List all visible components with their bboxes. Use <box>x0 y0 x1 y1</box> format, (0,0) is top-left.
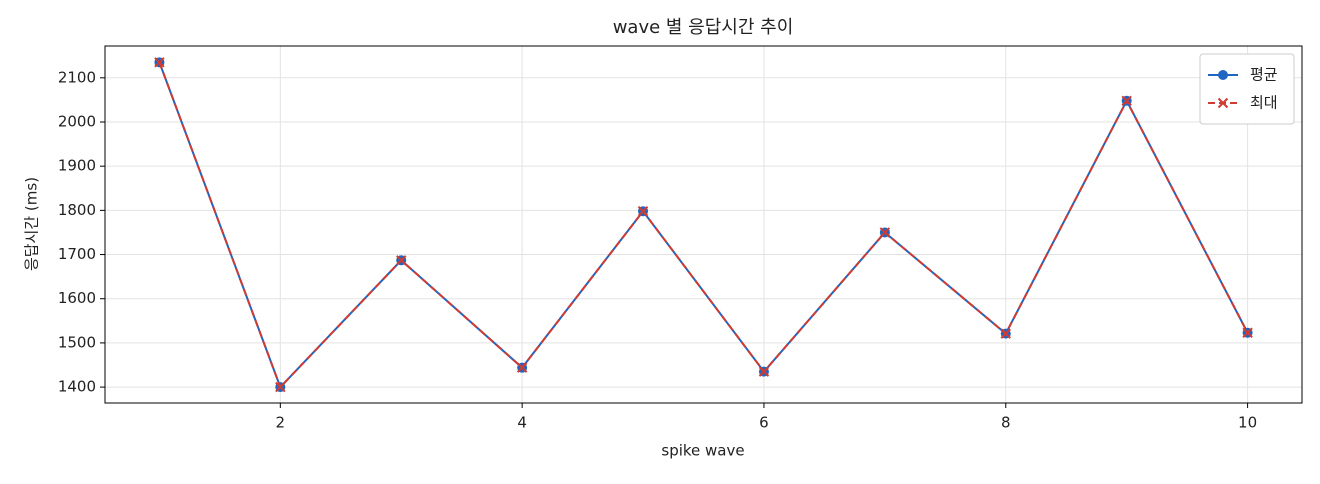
y-tick-label: 1400 <box>58 378 96 396</box>
marker <box>396 255 407 266</box>
marker <box>275 381 286 393</box>
y-tick-label: 1500 <box>58 333 96 351</box>
x-tick-label: 4 <box>517 414 527 432</box>
y-tick-label: 1900 <box>58 157 96 175</box>
legend-box <box>1199 53 1295 125</box>
y-tick-label: 1800 <box>58 201 96 219</box>
y-tick-label: 1700 <box>58 245 96 263</box>
marker <box>758 366 770 377</box>
marker <box>879 227 891 238</box>
marker <box>1242 327 1253 338</box>
x-tick-label: 6 <box>759 414 769 432</box>
y-tick-label: 2100 <box>58 68 96 86</box>
x-tick-label: 10 <box>1238 414 1257 432</box>
x-tick-label: 2 <box>276 414 286 432</box>
x-axis-label: spike wave <box>661 442 744 460</box>
legend-marker <box>1217 97 1229 109</box>
legend-label: 최대 <box>1250 94 1278 112</box>
marker <box>637 206 649 217</box>
chart-title: wave 별 응답시간 추이 <box>613 17 794 38</box>
x-tick-label: 8 <box>1001 414 1011 432</box>
plot-frame <box>104 45 1303 404</box>
marker <box>1121 95 1132 106</box>
y-tick-label: 1600 <box>58 289 96 307</box>
legend-marker <box>1218 70 1228 80</box>
series-line <box>158 61 1249 389</box>
marker <box>516 362 528 373</box>
legend-label: 평균 <box>1250 66 1278 84</box>
series-line <box>158 61 1249 389</box>
marker <box>1000 328 1011 339</box>
marker <box>154 57 165 68</box>
y-tick-label: 2000 <box>58 112 96 130</box>
y-axis-label: 응답시간 (ms) <box>23 177 41 271</box>
